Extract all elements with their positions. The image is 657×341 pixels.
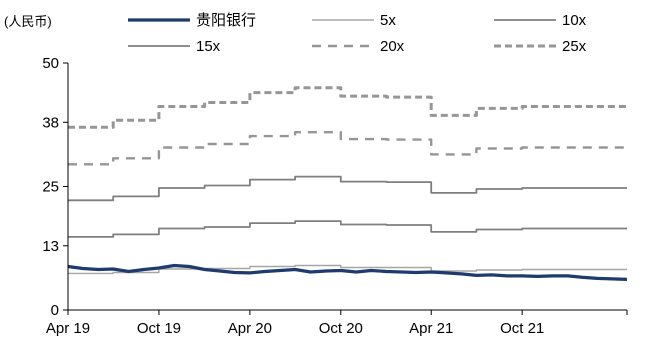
legend-label: 贵阳银行 [196,12,256,29]
plot-area: 0 13 25 38 50 Apr 19 Oct 19 Apr 20 Oct 20 Apr 21 O… [42,55,628,337]
series-line-25x [68,86,627,129]
legend-label: 5x [380,12,396,29]
legend-label: 15x [196,38,221,55]
y-tick-label: 38 [42,114,59,131]
x-tick-label: Oct 20 [319,320,363,337]
x-tick-label: Apr 19 [46,320,90,337]
legend-label: 10x [562,12,587,29]
y-tick-label: 0 [51,302,59,319]
y-tick-label: 25 [42,179,59,196]
chart-legend: 贵阳银行 5x 10x 15x 20x 25x [128,12,587,55]
x-tick-label: Apr 21 [409,320,453,337]
y-tick-label: 50 [42,55,59,72]
series-line-20x [68,131,627,166]
x-tick-label: Oct 21 [500,320,544,337]
series-line-贵阳银行 [67,263,628,281]
axes-layer: 0 13 25 38 50 Apr 19 Oct 19 Apr 20 Oct 20 Apr 21 O… [42,55,628,337]
x-tick-label: Apr 20 [228,320,272,337]
series-line-10x [68,220,627,238]
legend-label: 25x [562,38,587,55]
legend-label: 20x [380,38,405,55]
series-layer [67,86,628,281]
series-line-15x [68,175,627,202]
series-line-5x [68,264,627,275]
x-tick-label: Oct 19 [137,320,181,337]
y-tick-label: 13 [42,238,59,255]
y-unit-label: (人民币) [4,14,52,29]
